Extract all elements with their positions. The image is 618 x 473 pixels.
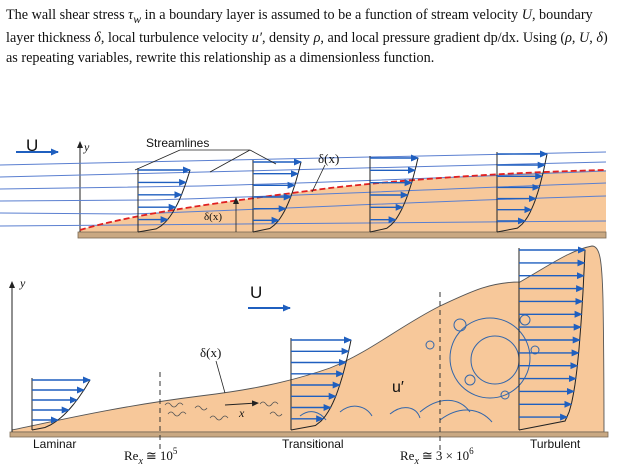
bottom-thickness-label: δ(x)	[200, 345, 221, 360]
region-label-turbulent: Turbulent	[530, 437, 581, 451]
bottom-profile-turbulent	[518, 246, 586, 431]
bottom-profile-laminar	[31, 376, 91, 431]
top-inner-thickness-label: δ(x)	[204, 211, 222, 223]
separator-1: ,	[571, 30, 579, 47]
top-diagram	[0, 141, 607, 239]
top-thickness-label: δ(x)	[318, 151, 339, 166]
tau-symbol: τ	[128, 7, 134, 23]
bottom-y-axis-label: y	[19, 276, 26, 290]
reynolds-upper-label: Rex ≅ 3 × 106	[400, 446, 474, 467]
bottom-x-axis-arrow	[224, 400, 259, 407]
top-boundary-layer-region	[80, 170, 606, 232]
top-y-axis-label: y	[83, 140, 90, 154]
turbulence-velocity-label: u′	[392, 379, 404, 396]
region-label-transitional: Transitional	[282, 437, 344, 451]
repeating-rho: ρ	[565, 30, 572, 47]
separator-2: ,	[589, 30, 597, 47]
top-profile-2	[252, 158, 302, 233]
reynolds-lower-label: Rex ≅ 105	[124, 446, 178, 467]
bottom-x-axis-label: x	[238, 406, 245, 420]
velocity-profiles	[31, 150, 586, 431]
top-freestream-label: U	[26, 136, 38, 155]
bottom-profile-transitional	[290, 336, 352, 431]
problem-text-5: , density	[261, 30, 314, 47]
top-boundary-layer-edge	[79, 169, 607, 231]
top-profile-4	[496, 150, 548, 233]
bottom-wall-plate	[9, 431, 609, 438]
bottom-boundary-layer-region	[11, 245, 605, 433]
repeating-u: U	[578, 30, 590, 47]
transition-squiggles	[164, 401, 283, 421]
problem-text-6: , and local pressure gradient dp/dx. Usi…	[320, 30, 566, 47]
delta-symbol: δ	[94, 30, 101, 47]
velocity-symbol: U	[521, 7, 532, 23]
region-label-laminar: Laminar	[33, 437, 76, 451]
bottom-diagram	[9, 245, 609, 452]
rho-symbol: ρ	[313, 30, 321, 47]
tau-subscript: w	[133, 11, 142, 26]
bottom-freestream-label: U	[250, 283, 262, 302]
top-wall-plate	[77, 231, 607, 239]
label-leaders	[134, 149, 326, 394]
problem-text-7: ) as repeating variables, rewrite this r…	[6, 30, 608, 66]
problem-text-3: , boundary layer thickness	[6, 7, 593, 47]
problem-text-2: in a boundary layer is assumed to be a f…	[141, 7, 522, 23]
problem-text-4: , local turbulence velocity	[100, 30, 252, 47]
streamlines-label: Streamlines	[146, 136, 209, 150]
top-profile-1	[137, 166, 191, 233]
problem-text-1: The wall shear stress	[6, 7, 129, 23]
top-profile-3	[369, 154, 419, 233]
problem-statement: The wall shear stress τw in a boundary l…	[6, 6, 614, 68]
u-prime-symbol: u′	[251, 30, 262, 47]
repeating-delta: δ	[596, 30, 603, 47]
